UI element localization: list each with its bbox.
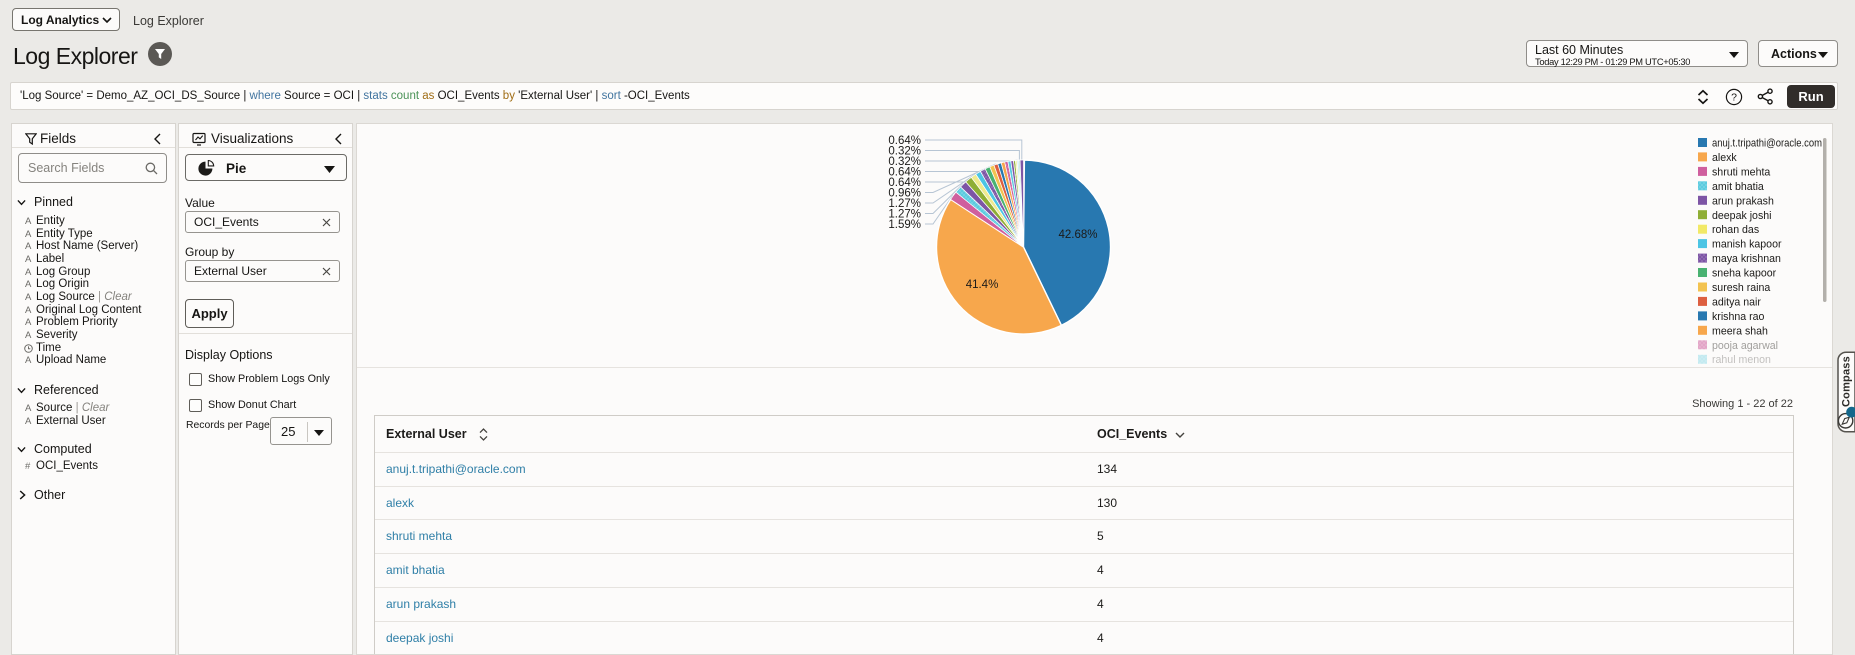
svg-text:?: ? bbox=[1731, 92, 1737, 104]
svg-text:amit bhatia: amit bhatia bbox=[1712, 181, 1764, 193]
svg-text:0.64%: 0.64% bbox=[888, 167, 921, 179]
svg-text:41.4%: 41.4% bbox=[966, 279, 999, 291]
svg-text:sneha kapoor: sneha kapoor bbox=[1712, 268, 1777, 280]
svg-text:shruti mehta: shruti mehta bbox=[1712, 166, 1770, 178]
svg-text:pooja agarwal: pooja agarwal bbox=[1712, 340, 1778, 352]
svg-text:1.59%: 1.59% bbox=[888, 219, 921, 231]
svg-text:0.64%: 0.64% bbox=[888, 135, 921, 147]
svg-text:42.68%: 42.68% bbox=[1058, 229, 1097, 241]
svg-text:rahul menon: rahul menon bbox=[1712, 354, 1771, 366]
svg-text:suresh raina: suresh raina bbox=[1712, 282, 1770, 294]
svg-text:1.27%: 1.27% bbox=[888, 209, 921, 221]
svg-text:meera shah: meera shah bbox=[1712, 325, 1768, 337]
svg-text:Compass: Compass bbox=[1841, 356, 1853, 407]
svg-text:krishna rao: krishna rao bbox=[1712, 311, 1765, 323]
svg-text:arun prakash: arun prakash bbox=[1712, 195, 1774, 207]
svg-text:alexk: alexk bbox=[1712, 152, 1737, 164]
svg-text:aditya nair: aditya nair bbox=[1712, 296, 1761, 308]
svg-text:1.27%: 1.27% bbox=[888, 198, 921, 210]
svg-text:0.64%: 0.64% bbox=[888, 177, 921, 189]
svg-text:0.32%: 0.32% bbox=[888, 156, 921, 168]
svg-text:0.32%: 0.32% bbox=[888, 146, 921, 158]
svg-text:anuj.t.tripathi@oracle.com: anuj.t.tripathi@oracle.com bbox=[1712, 138, 1822, 150]
svg-text:manish kapoor: manish kapoor bbox=[1712, 239, 1782, 251]
svg-text:maya krishnan: maya krishnan bbox=[1712, 253, 1781, 265]
svg-text:rohan das: rohan das bbox=[1712, 224, 1759, 236]
svg-text:deepak joshi: deepak joshi bbox=[1712, 210, 1772, 222]
svg-text:0.96%: 0.96% bbox=[888, 188, 921, 200]
